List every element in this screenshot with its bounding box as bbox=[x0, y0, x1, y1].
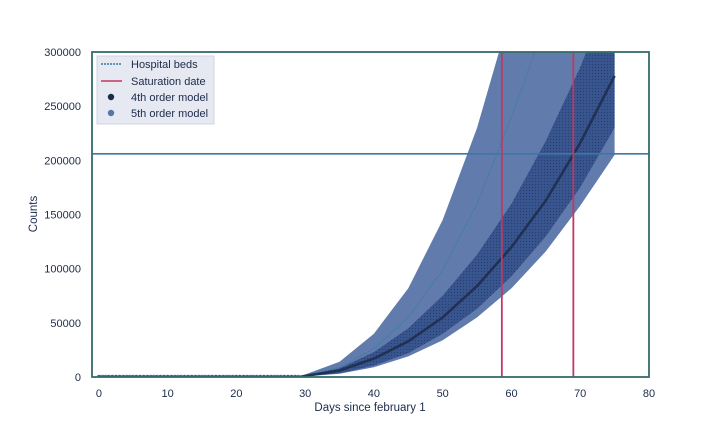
y-tick-label: 0 bbox=[75, 372, 81, 384]
y-tick-label: 200000 bbox=[44, 155, 81, 167]
x-tick-label: 60 bbox=[505, 388, 517, 400]
y-tick-label: 150000 bbox=[44, 210, 81, 222]
plot-area bbox=[92, 52, 649, 377]
model5-line bbox=[298, 52, 536, 377]
x-tick-label: 70 bbox=[574, 388, 586, 400]
y-axis-title: Counts bbox=[28, 196, 40, 233]
legend-model4-label: 4th order model bbox=[131, 92, 208, 104]
x-ticks: 0 10 20 30 40 50 60 70 80 bbox=[96, 388, 655, 400]
confidence-bands bbox=[298, 52, 615, 377]
model5-confidence-band bbox=[298, 52, 615, 377]
x-tick-label: 50 bbox=[437, 388, 449, 400]
plot-frame bbox=[91, 51, 650, 378]
x-tick-label: 80 bbox=[643, 388, 655, 400]
legend-model5-swatch bbox=[107, 109, 115, 117]
y-tick-label: 300000 bbox=[44, 47, 81, 59]
x-tick-label: 20 bbox=[230, 388, 242, 400]
y-tick-label: 50000 bbox=[50, 318, 81, 330]
x-axis-title: Days since february 1 bbox=[314, 402, 425, 414]
legend-hospital-beds-label: Hospital beds bbox=[131, 59, 198, 71]
model4-band-texture bbox=[298, 52, 615, 377]
y-tick-label: 100000 bbox=[44, 264, 81, 276]
model-lines bbox=[298, 52, 616, 377]
legend: Hospital beds Saturation date 4th order … bbox=[96, 55, 215, 125]
x-tick-label: 10 bbox=[161, 388, 173, 400]
reference-lines bbox=[92, 52, 649, 377]
y-ticks: 0 50000 100000 150000 200000 250000 300000 bbox=[44, 47, 81, 384]
x-tick-label: 40 bbox=[368, 388, 380, 400]
legend-box bbox=[96, 55, 215, 125]
model4-line bbox=[298, 75, 616, 377]
x-tick-label: 0 bbox=[96, 388, 102, 400]
y-tick-label: 250000 bbox=[44, 101, 81, 113]
x-tick-label: 30 bbox=[299, 388, 311, 400]
legend-model5-label: 5th order model bbox=[131, 108, 208, 120]
legend-model4-swatch bbox=[107, 93, 115, 101]
legend-saturation-label: Saturation date bbox=[131, 76, 206, 88]
